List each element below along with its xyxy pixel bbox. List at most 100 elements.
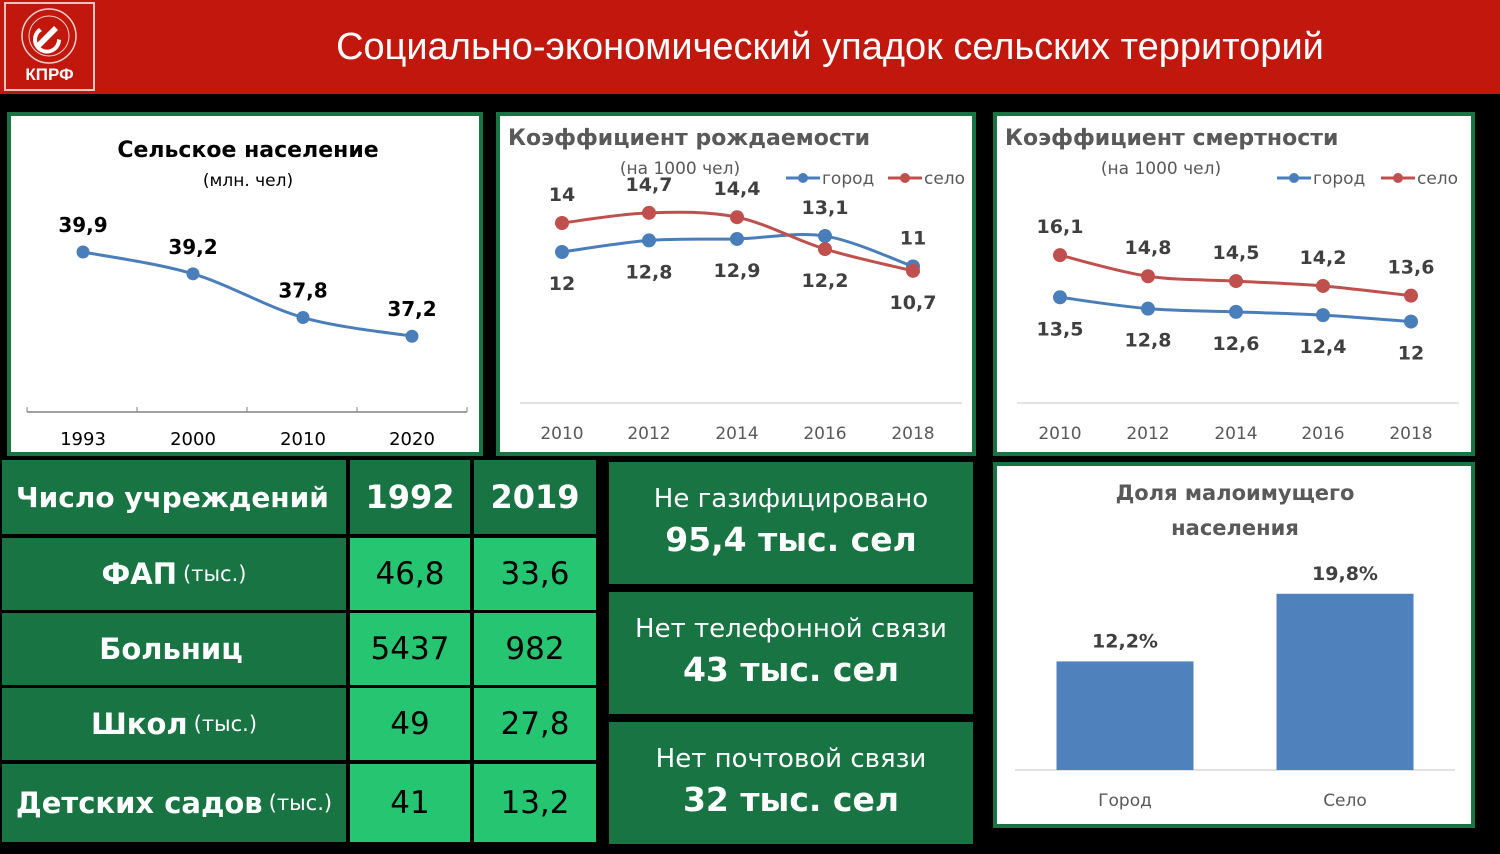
legend-label: село [1417, 169, 1458, 189]
bar [1056, 661, 1194, 770]
rural-population-chart: Сельское население (млн. чел) 39,9 1993 39… [7, 112, 483, 456]
data-label: 10,7 [890, 292, 937, 314]
x-tick-label: Село [1323, 791, 1367, 811]
data-label: 39,2 [168, 235, 217, 259]
data-label: 12,6 [1213, 333, 1260, 355]
data-point [818, 242, 832, 257]
info-box-phone: Нет телефонной связи 43 тыс. сел [609, 592, 973, 714]
info-box-label: Нет почтовой связи [655, 744, 927, 774]
table-header-label: Число учреждений [2, 460, 346, 534]
info-box-label: Нет телефонной связи [635, 614, 947, 644]
chart-title: Сельское население [117, 138, 378, 163]
data-point [1229, 304, 1243, 319]
data-label: 12,8 [1125, 330, 1172, 352]
logo-text: КПРФ [25, 65, 74, 84]
data-point [186, 267, 200, 281]
data-point [1053, 248, 1067, 263]
hammer-sickle-icon [21, 8, 77, 64]
legend-marker [798, 173, 808, 183]
x-tick-label: 2010 [540, 424, 583, 444]
data-point [642, 205, 656, 220]
data-label: 37,8 [278, 279, 327, 303]
data-label: 14,4 [714, 178, 761, 200]
data-point [296, 311, 310, 325]
data-point [730, 231, 744, 246]
data-point [555, 245, 569, 259]
page-title: Социально-экономический упадок сельских … [336, 26, 1324, 68]
data-label: 12 [1398, 343, 1424, 365]
chart-title: Коэффициент рождаемости [508, 126, 870, 151]
death-rate-chart: Коэффициент смертности (на 1000 чел) 201… [993, 112, 1475, 456]
table-row-label: Больниц [2, 613, 346, 685]
data-label: 12,4 [1300, 336, 1347, 358]
legend-marker [1393, 173, 1403, 183]
poverty-share-chart: Доля малоимущего населения 12,2% Город 19,8… [993, 462, 1475, 828]
table-row-label: ФАП (тыс.) [2, 538, 346, 610]
table-cell-1992: 5437 [350, 613, 470, 685]
x-tick-label: 1993 [60, 429, 106, 450]
x-tick-label: 2010 [1038, 424, 1081, 444]
data-label: 13,6 [1388, 257, 1435, 279]
x-tick-label: 2018 [1389, 424, 1432, 444]
data-label: 14 [549, 184, 575, 206]
data-label: 12,9 [714, 260, 761, 282]
data-point [555, 216, 569, 230]
data-label: 37,2 [387, 297, 436, 321]
data-label: 14,5 [1213, 242, 1260, 264]
info-box-post: Нет почтовой связи 32 тыс. сел [609, 722, 973, 844]
data-point [1141, 269, 1155, 284]
legend-label: город [1313, 169, 1365, 189]
info-box-value: 95,4 тыс. сел [665, 520, 917, 559]
data-point [1316, 308, 1330, 323]
table-cell-1992: 49 [350, 688, 470, 760]
x-tick-label: 2016 [1301, 424, 1344, 444]
data-label: 12,2 [802, 270, 849, 292]
chart-title: Доля малоимущего населения [1116, 481, 1355, 540]
chart-subtitle: (на 1000 чел) [1101, 159, 1221, 179]
chart-title: Коэффициент смертности [1005, 126, 1338, 151]
x-tick-label: 2018 [891, 424, 934, 444]
table-row-label: Школ (тыс.) [2, 688, 346, 760]
x-tick-label: 2010 [280, 429, 326, 450]
info-box-value: 32 тыс. сел [682, 780, 900, 819]
data-point [76, 245, 90, 259]
legend-marker [1289, 173, 1299, 183]
data-point [1229, 274, 1243, 289]
header-bar: КПРФ Социально-экономический упадок сель… [0, 0, 1500, 94]
data-label: 16,1 [1037, 216, 1084, 238]
info-box-label: Не газифицировано [653, 484, 929, 514]
x-tick-label: 2016 [803, 424, 846, 444]
data-label: 12 [549, 273, 575, 295]
data-label: 14,2 [1300, 247, 1347, 269]
x-tick-label: 2014 [1214, 424, 1257, 444]
bar [1276, 593, 1414, 770]
data-point [1141, 301, 1155, 316]
data-label: 39,9 [58, 213, 107, 237]
table-header-2019: 2019 [474, 460, 596, 534]
data-label: 14,7 [626, 174, 673, 196]
data-point [1404, 314, 1418, 329]
x-tick-label: 2020 [389, 429, 435, 450]
table-cell-2019: 13,2 [474, 764, 596, 842]
data-point [1404, 288, 1418, 303]
x-tick-label: Город [1098, 791, 1152, 811]
table-cell-2019: 27,8 [474, 688, 596, 760]
legend-label: село [924, 169, 965, 189]
data-label: 13,1 [802, 197, 849, 219]
data-point [818, 229, 832, 244]
birth-rate-chart: Коэффициент рождаемости (на 1000 чел) 20… [496, 112, 976, 456]
table-row-label: Детских садов (тыс.) [2, 764, 346, 842]
table-cell-1992: 41 [350, 764, 470, 842]
data-point [405, 329, 419, 343]
table-cell-1992: 46,8 [350, 538, 470, 610]
data-label: 11 [900, 228, 926, 250]
x-tick-label: 2000 [170, 429, 216, 450]
party-logo: КПРФ [4, 2, 95, 91]
legend-marker [900, 173, 910, 183]
data-label: 13,5 [1037, 318, 1084, 340]
series-line [82, 250, 413, 338]
data-label: 12,2% [1092, 630, 1158, 652]
x-tick-label: 2014 [715, 424, 758, 444]
info-box-gas: Не газифицировано 95,4 тыс. сел [609, 462, 973, 584]
info-box-value: 43 тыс. сел [682, 650, 900, 689]
